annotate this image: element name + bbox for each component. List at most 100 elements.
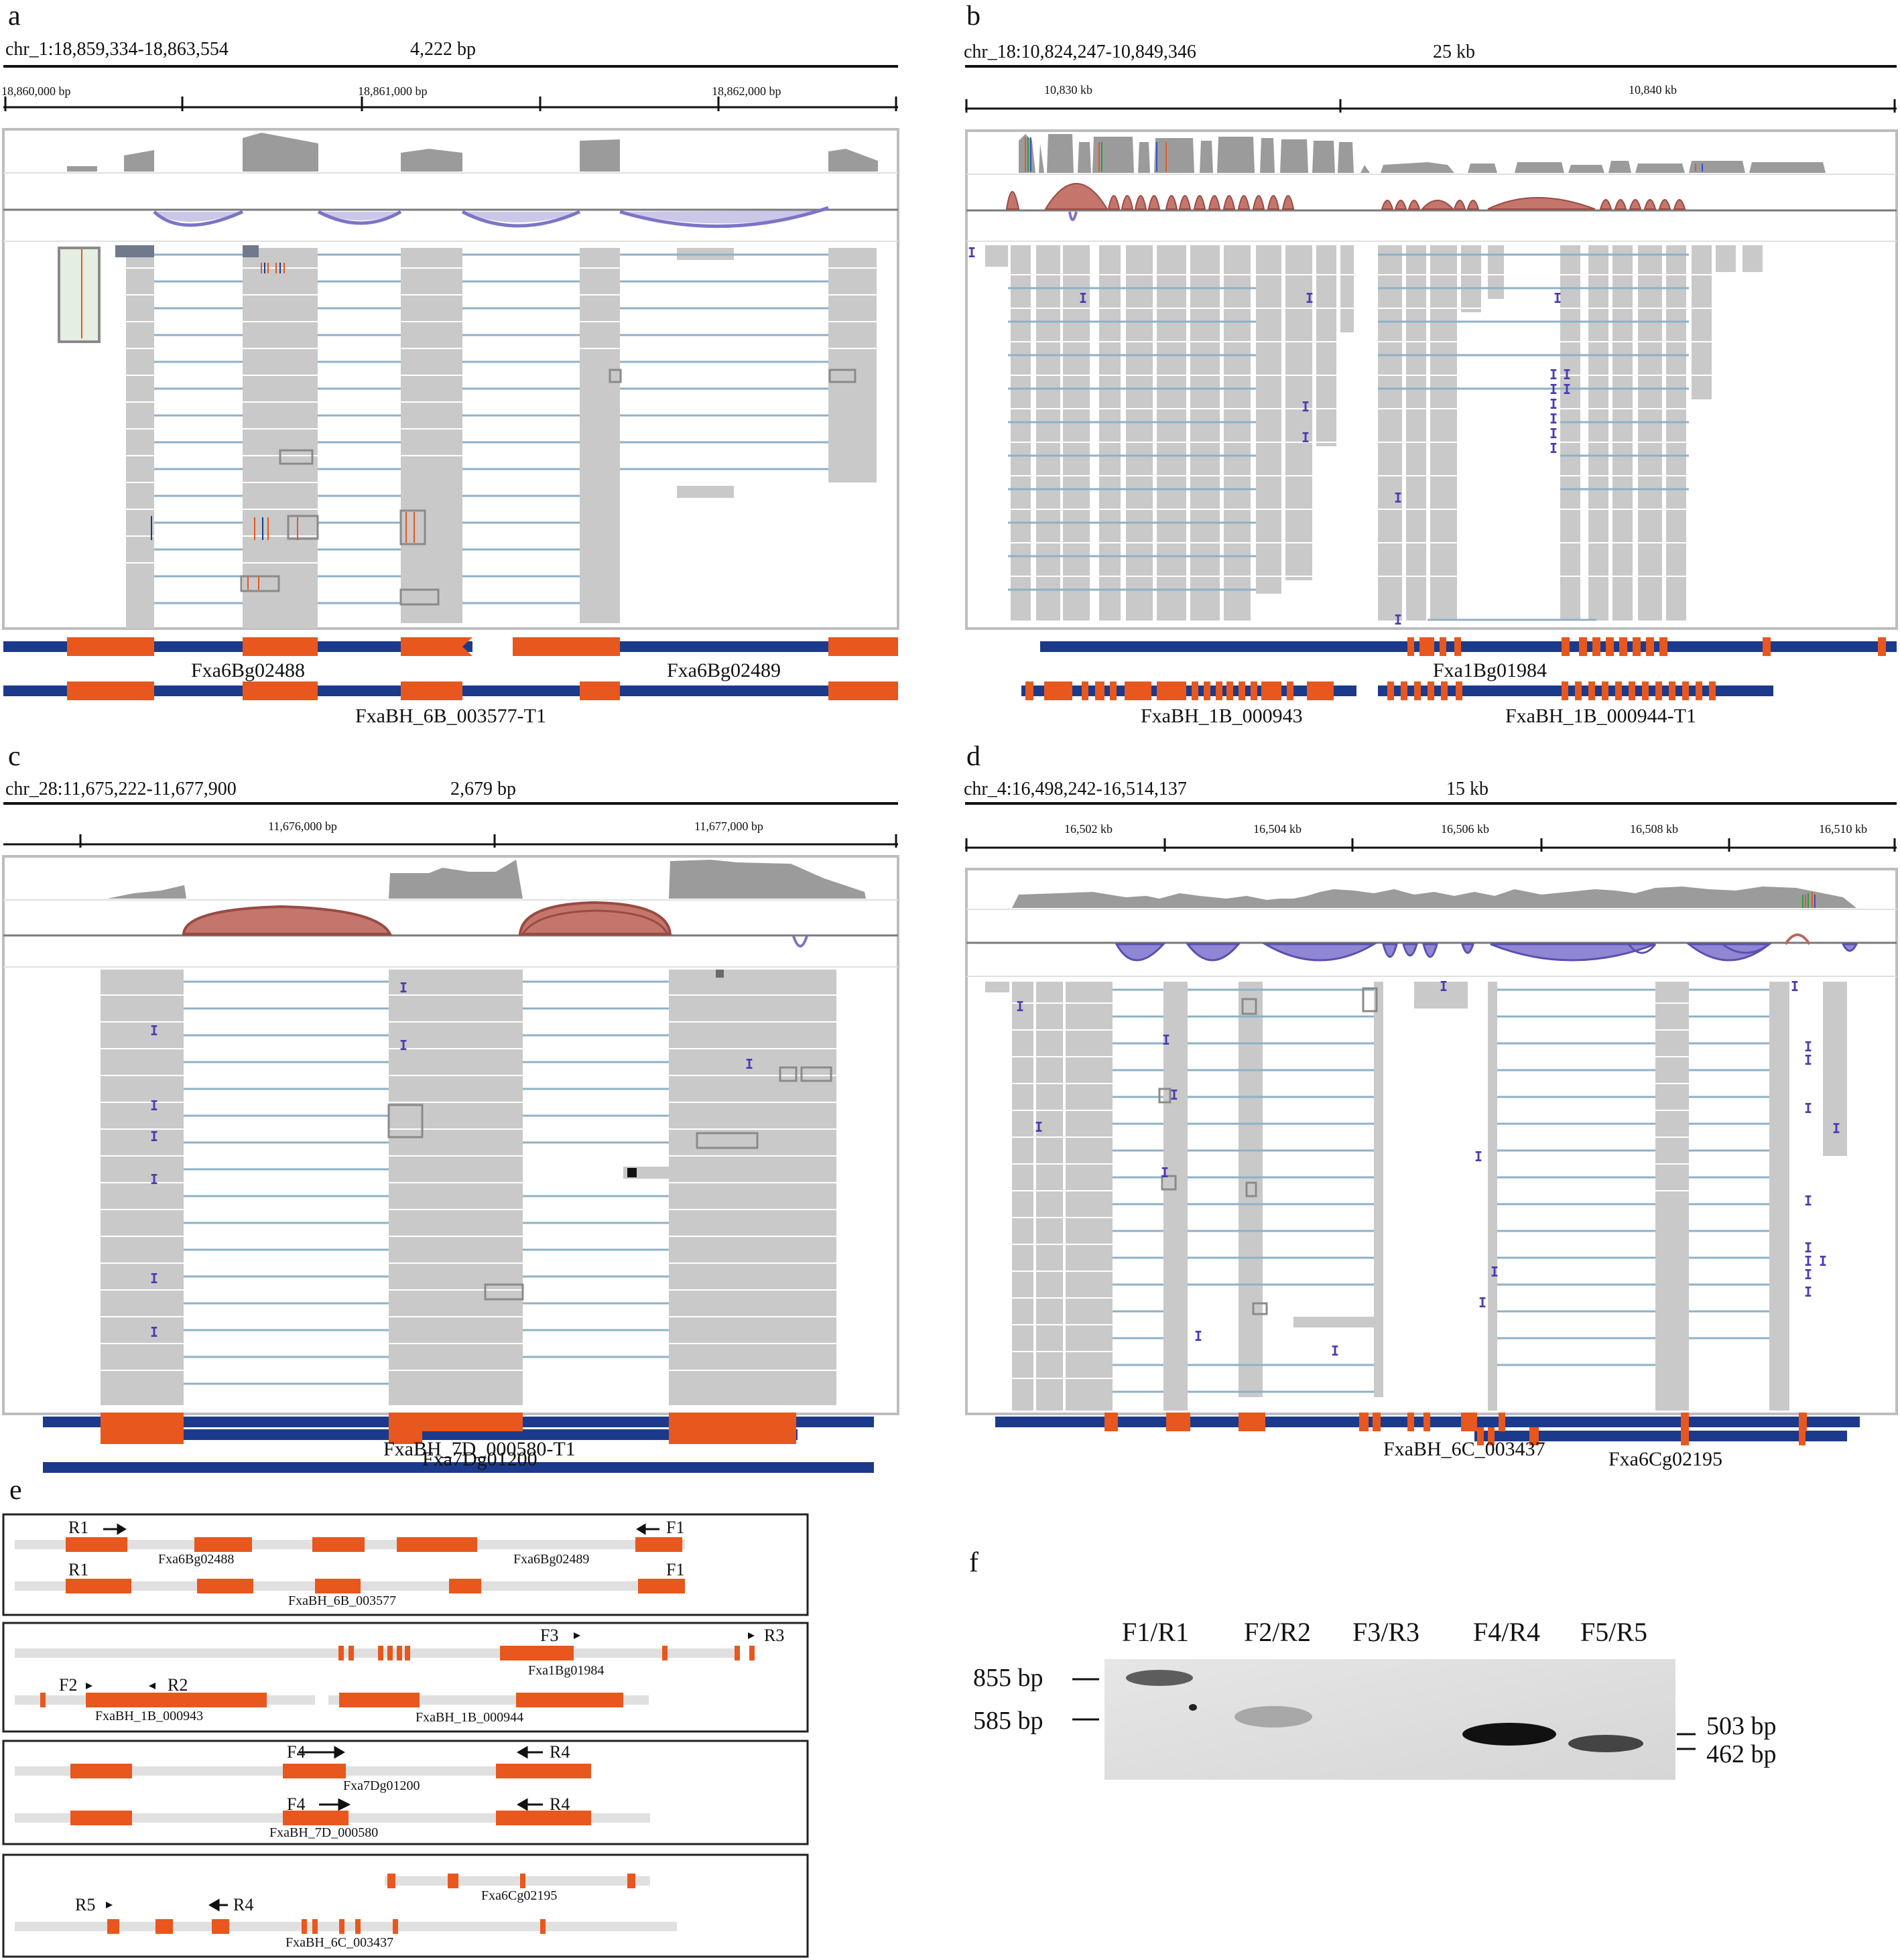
svg-text:I: I [150,1171,158,1187]
primer-label: R3 [764,1626,785,1645]
transcript-label: FxaBH_7D_000580 [269,1825,379,1840]
locus-coordinates: chr_28:11,675,222-11,677,900 [5,779,237,799]
gene-label: Fxa1Bg01984 [528,1663,605,1678]
locus-coordinates: chr_1:18,859,334-18,863,554 [5,39,229,60]
panel-c: c chr_28:11,675,222-11,677,900 2,679 bp … [0,740,905,1478]
ruler-tick-label: 11,676,000 bp [268,820,337,833]
primer-label: R4 [550,1742,570,1762]
primer-label: F3 [540,1626,559,1645]
span-length: 2,679 bp [450,779,516,799]
svg-text:I: I [1563,381,1571,397]
primer-label: F4 [287,1742,306,1762]
panel-label: b [966,1,980,31]
primer-label: R1 [68,1560,89,1579]
gene-model-fxa6bg02489 [513,637,898,656]
svg-text:I: I [1563,367,1571,383]
gene-model-fxabh-7d-000580-t1 [43,1462,874,1473]
gene-label: Fxa1Bg01984 [1433,659,1547,681]
ladder-marker-label: 585 bp [973,1707,1043,1735]
primer-label: F2 [59,1675,78,1695]
svg-text:I: I [1302,399,1310,415]
svg-text:I: I [1491,1264,1499,1280]
primer-label: R5 [75,1895,96,1914]
svg-text:I: I [1549,381,1558,397]
span-length: 25 kb [1433,42,1475,62]
gene-label: Fxa6Cg02195 [481,1888,558,1903]
igv-track-view-b: II III III I II II III [965,65,1898,700]
gel-lane-label: F3/R3 [1352,1617,1420,1647]
gene-label: Fxa6Bg02488 [191,659,306,681]
primer-label: R4 [550,1794,570,1814]
svg-text:I: I [1804,1052,1812,1068]
locus-coordinates: chr_18:10,824,247-10,849,346 [964,42,1196,62]
ruler-tick-label: 10,840 kb [1629,83,1677,96]
ruler-tick-label: 18,860,000 bp [1,84,71,98]
ruler-tick-label: 18,861,000 bp [358,84,428,98]
gene-label: Fxa7Dg01200 [343,1778,420,1793]
gene-label: Fxa6Cg02195 [1608,1448,1723,1470]
svg-text:I: I [1832,1120,1840,1136]
panel-b: b chr_18:10,824,247-10,849,346 25 kb 10,… [958,0,1900,744]
panel-label-e: e [9,1475,22,1506]
gel-lane-label: F1/R1 [1122,1617,1190,1647]
transcript-label: FxaBH_6B_003577-T1 [355,705,546,727]
ruler-tick-label: 10,830 kb [1044,83,1092,96]
span-length: 4,222 bp [410,39,476,60]
transcript-label: FxaBH_1B_000943 [1141,705,1303,727]
svg-text:I: I [1394,612,1402,628]
transcript-label: FxaBH_7D_000580-T1 [383,1438,576,1460]
igv-track-view-a [2,65,899,700]
svg-text:I: I [1170,1087,1178,1103]
svg-text:I: I [1804,1100,1812,1116]
gel-lane-label: F4/R4 [1473,1617,1541,1647]
svg-text:I: I [1819,1253,1827,1269]
svg-text:I: I [1306,290,1314,306]
gene-model-fxa1bg01984 [1040,637,1897,656]
gene-model-fxa6bg02488 [3,637,472,656]
transcript-label: FxaBH_6C_003437 [1383,1438,1545,1460]
panel-label: d [966,741,980,772]
svg-text:I: I [1549,411,1558,427]
gel-lane-label: F2/R2 [1244,1617,1312,1647]
gene-model-fxa6cg02195 [1474,1427,1847,1445]
ruler-tick-label: 18,862,000 bp [712,84,781,98]
ruler-tick-label: 16,502 kb [1064,822,1113,836]
ladder-marker-label: 462 bp [1706,1740,1777,1768]
panel-label-f: f [969,1547,978,1578]
primer-label: R2 [168,1675,188,1695]
panel-d: d chr_4:16,498,242-16,514,137 15 kb 16,5… [958,740,1900,1478]
svg-text:I: I [1804,1039,1812,1055]
transcript-label: FxaBH_6C_003437 [286,1935,394,1950]
svg-text:I: I [1804,1266,1812,1283]
svg-text:I: I [1478,1295,1486,1311]
gene-label: Fxa6Bg02488 [158,1552,235,1567]
svg-text:I: I [1804,1253,1812,1269]
gel-lane-label: F5/R5 [1580,1617,1648,1647]
svg-text:I: I [1440,978,1448,994]
svg-text:I: I [1549,367,1558,383]
panel-label: c [8,741,21,772]
svg-text:I: I [1162,1032,1170,1048]
svg-text:I: I [150,1128,158,1145]
ruler-tick-label: 16,510 kb [1819,822,1867,836]
ladder-marker-label: 503 bp [1706,1712,1777,1740]
svg-text:I: I [399,980,407,996]
svg-text:I: I [1549,440,1558,456]
transcript-label: FxaBH_6B_003577 [288,1593,397,1608]
gene-label: Fxa6Bg02489 [667,659,781,681]
ruler-tick-label: 16,506 kb [1441,822,1489,836]
svg-text:I: I [1194,1328,1202,1344]
svg-text:I: I [1161,1165,1169,1181]
svg-text:I: I [1554,290,1562,306]
gene-model-fxabh-1b-000944-t1 [1378,681,1773,700]
primer-label: F1 [666,1518,685,1537]
svg-text:I: I [1302,430,1310,446]
svg-text:I: I [1549,396,1558,412]
ruler-tick-label: 11,677,000 bp [694,820,763,833]
svg-text:I: I [1804,1240,1812,1256]
span-length: 15 kb [1446,779,1489,799]
svg-text:I: I [150,1324,158,1340]
primer-label: R1 [68,1518,89,1537]
